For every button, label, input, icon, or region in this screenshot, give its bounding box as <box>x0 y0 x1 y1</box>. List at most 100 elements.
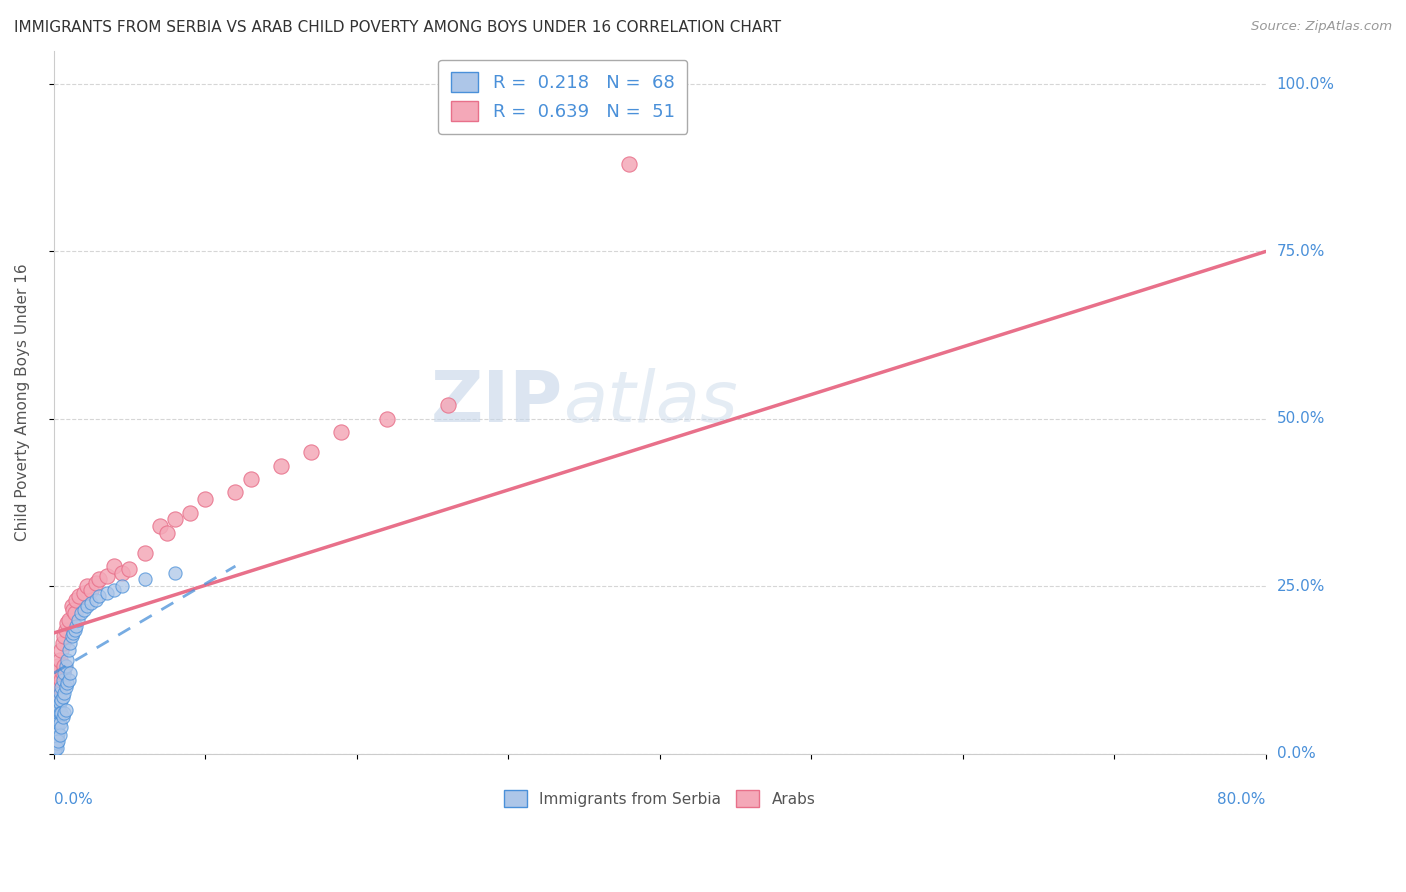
Point <box>42 739 65 754</box>
Point <box>44 706 66 721</box>
Point <box>70 606 93 620</box>
Point <box>46 693 69 707</box>
Point <box>149 519 172 533</box>
Point <box>46 726 69 740</box>
Point <box>46 703 69 717</box>
Point <box>270 458 292 473</box>
Point <box>42 733 65 747</box>
Point <box>53 659 76 673</box>
Text: ZIP: ZIP <box>430 368 562 436</box>
Point <box>53 666 76 681</box>
Point <box>46 716 69 731</box>
Point <box>44 713 66 727</box>
Point <box>96 569 118 583</box>
Point <box>60 599 83 614</box>
Point <box>44 736 66 750</box>
Point <box>45 720 67 734</box>
Point <box>73 586 96 600</box>
Text: 75.0%: 75.0% <box>1277 244 1324 259</box>
Point <box>56 676 79 690</box>
Point <box>58 642 80 657</box>
Point <box>56 653 79 667</box>
Point <box>46 734 69 748</box>
Point <box>52 673 75 687</box>
Point <box>134 573 156 587</box>
Point <box>80 596 103 610</box>
Point <box>51 680 73 694</box>
Point <box>76 579 98 593</box>
Point <box>118 562 141 576</box>
Point <box>194 492 217 507</box>
Point <box>156 525 179 540</box>
Text: 50.0%: 50.0% <box>1277 411 1324 426</box>
Point <box>51 720 73 734</box>
Point <box>48 706 70 721</box>
Point <box>45 690 67 704</box>
Point <box>48 686 70 700</box>
Point <box>111 566 134 580</box>
Point <box>52 690 75 704</box>
Point <box>44 720 66 734</box>
Point <box>55 659 77 673</box>
Text: Source: ZipAtlas.com: Source: ZipAtlas.com <box>1251 20 1392 33</box>
Point <box>45 726 67 740</box>
Point <box>44 693 66 707</box>
Point <box>163 512 186 526</box>
Y-axis label: Child Poverty Among Boys Under 16: Child Poverty Among Boys Under 16 <box>15 263 30 541</box>
Point <box>51 673 73 687</box>
Text: 80.0%: 80.0% <box>1218 792 1265 807</box>
Point <box>58 613 80 627</box>
Point <box>45 730 67 744</box>
Point <box>48 696 70 710</box>
Point <box>44 739 66 754</box>
Point <box>66 613 89 627</box>
Point <box>45 713 67 727</box>
Point <box>96 586 118 600</box>
Point <box>44 726 66 740</box>
Point <box>52 666 75 681</box>
Point <box>65 619 87 633</box>
Point <box>84 592 107 607</box>
Point <box>53 686 76 700</box>
Point <box>84 575 107 590</box>
Point <box>87 573 110 587</box>
Point <box>330 425 353 440</box>
Point <box>44 680 66 694</box>
Point <box>103 582 125 597</box>
Point <box>44 706 66 721</box>
Text: atlas: atlas <box>562 368 737 436</box>
Point <box>51 706 73 721</box>
Point <box>42 713 65 727</box>
Point <box>224 485 246 500</box>
Point <box>67 589 90 603</box>
Point <box>76 599 98 614</box>
Point <box>62 602 84 616</box>
Point <box>179 506 201 520</box>
Point <box>45 666 67 681</box>
Point <box>59 636 82 650</box>
Point <box>55 623 77 637</box>
Point <box>375 412 398 426</box>
Point <box>63 623 86 637</box>
Point <box>52 636 75 650</box>
Text: 25.0%: 25.0% <box>1277 579 1324 594</box>
Point <box>45 709 67 723</box>
Point <box>42 733 65 747</box>
Point <box>46 659 69 673</box>
Point <box>436 399 458 413</box>
Point <box>51 642 73 657</box>
Text: 0.0%: 0.0% <box>53 792 93 807</box>
Point <box>48 728 70 742</box>
Point <box>239 472 262 486</box>
Point <box>45 736 67 750</box>
Point <box>48 653 70 667</box>
Point <box>53 706 76 721</box>
Point <box>111 579 134 593</box>
Point <box>44 743 66 757</box>
Point <box>45 699 67 714</box>
Point <box>56 615 79 630</box>
Point <box>42 726 65 740</box>
Point <box>46 682 69 697</box>
Text: IMMIGRANTS FROM SERBIA VS ARAB CHILD POVERTY AMONG BOYS UNDER 16 CORRELATION CHA: IMMIGRANTS FROM SERBIA VS ARAB CHILD POV… <box>14 20 782 35</box>
Point <box>52 709 75 723</box>
